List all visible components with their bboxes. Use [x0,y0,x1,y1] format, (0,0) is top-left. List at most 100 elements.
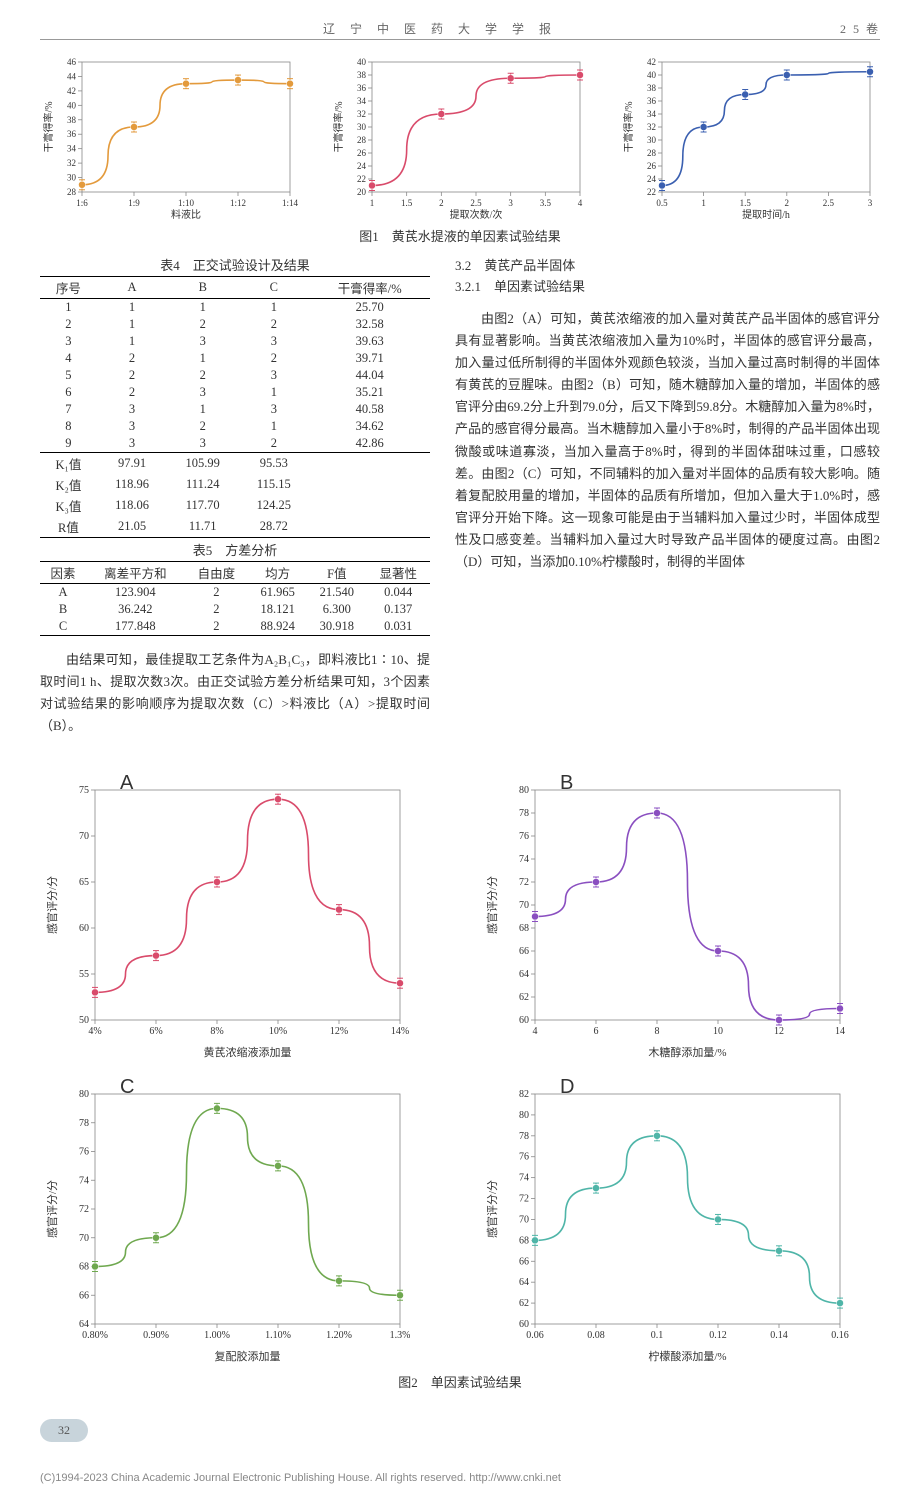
fig2-chart-b: 6062646668707274767880468101214木糖醇添加量/%感… [480,780,850,1060]
svg-text:28: 28 [647,148,657,158]
fig2c-label: C [120,1076,134,1099]
svg-text:65: 65 [79,877,89,888]
svg-text:复配胶添加量: 复配胶添加量 [215,1349,281,1363]
svg-text:70: 70 [79,1233,89,1244]
svg-text:20: 20 [357,187,367,197]
svg-text:感官评分/分: 感官评分/分 [485,876,499,934]
svg-text:1.3%: 1.3% [390,1330,410,1341]
svg-text:82: 82 [519,1089,529,1100]
fig2-caption: 图2 单因素试验结果 [40,1372,880,1391]
svg-text:80: 80 [519,785,529,796]
fig1-chart-a: 283032343638404244461:61:91:101:121:14料液… [40,52,300,222]
svg-text:70: 70 [79,831,89,842]
svg-text:木糖醇添加量/%: 木糖醇添加量/% [648,1045,726,1059]
svg-text:2.5: 2.5 [470,198,482,208]
svg-text:2: 2 [785,198,790,208]
right-paragraph: 由图2（A）可知，黄芪浓缩液的加入量对黄芪产品半固体的感官评分具有显著影响。当黄… [455,308,880,573]
svg-text:38: 38 [67,115,77,125]
svg-text:感官评分/分: 感官评分/分 [45,876,59,934]
fig2b-label: B [560,772,573,795]
fig2a-label: A [120,772,133,795]
svg-text:62: 62 [519,992,529,1003]
svg-text:66: 66 [79,1291,89,1302]
svg-text:78: 78 [519,808,529,819]
section-3-2-1: 3.2.1 单因素试验结果 [455,276,880,295]
svg-text:0.08: 0.08 [587,1330,605,1341]
svg-text:6: 6 [594,1026,599,1037]
svg-text:1.5: 1.5 [401,198,413,208]
svg-text:24: 24 [647,174,657,184]
svg-text:12%: 12% [330,1026,348,1037]
page-number: 32 [40,1419,88,1442]
svg-text:74: 74 [79,1176,89,1187]
svg-text:8%: 8% [210,1026,223,1037]
svg-text:40: 40 [67,100,77,110]
svg-text:40: 40 [357,57,367,67]
svg-text:感官评分/分: 感官评分/分 [45,1180,59,1238]
svg-text:10%: 10% [269,1026,287,1037]
svg-text:1: 1 [701,198,706,208]
svg-text:42: 42 [647,57,656,67]
svg-text:2: 2 [439,198,444,208]
svg-text:60: 60 [519,1319,529,1330]
svg-text:24: 24 [357,161,367,171]
svg-text:80: 80 [79,1089,89,1100]
fig1-caption: 图1 黄芪水提液的单因素试验结果 [40,226,880,245]
svg-text:60: 60 [79,923,89,934]
fig1-chart-b: 202224262830323436384011.522.533.54提取次数/… [330,52,590,222]
svg-text:黄芪浓缩液添加量: 黄芪浓缩液添加量 [204,1045,292,1059]
svg-text:3.5: 3.5 [540,198,552,208]
svg-text:74: 74 [519,1173,529,1184]
svg-text:32: 32 [647,122,656,132]
svg-text:柠檬酸添加量/%: 柠檬酸添加量/% [648,1349,726,1363]
table4-title: 表4 正交试验设计及结果 [40,255,430,274]
svg-text:料液比: 料液比 [171,208,201,221]
svg-text:55: 55 [79,969,89,980]
svg-text:66: 66 [519,1257,529,1268]
svg-text:干膏得率/%: 干膏得率/% [332,101,345,152]
svg-text:0.5: 0.5 [656,198,668,208]
svg-text:30: 30 [357,122,367,132]
svg-text:干膏得率/%: 干膏得率/% [622,101,635,152]
svg-text:1:14: 1:14 [282,198,299,208]
svg-text:1.5: 1.5 [740,198,752,208]
journal-title: 辽 宁 中 医 药 大 学 学 报 [323,20,557,37]
svg-text:76: 76 [79,1147,89,1158]
footer: (C)1994-2023 China Academic Journal Elec… [40,1472,880,1484]
svg-text:34: 34 [647,109,657,119]
svg-text:4%: 4% [88,1026,101,1037]
svg-text:32: 32 [67,158,76,168]
svg-text:0.16: 0.16 [831,1330,849,1341]
table4: 序号ABC干膏得率/% 111125.70212232.58313339.634… [40,276,430,538]
svg-text:72: 72 [519,1194,529,1205]
svg-text:22: 22 [647,187,656,197]
svg-text:42: 42 [67,86,76,96]
svg-text:62: 62 [519,1298,529,1309]
svg-text:0.14: 0.14 [770,1330,788,1341]
table5-title: 表5 方差分析 [40,540,430,559]
svg-text:36: 36 [647,96,657,106]
svg-text:2.5: 2.5 [823,198,835,208]
svg-text:64: 64 [79,1319,89,1330]
table5: 因素离差平方和自由度均方F值显著性 A123.904261.96521.5400… [40,561,430,636]
page-header: 辽 宁 中 医 药 大 学 学 报 2 5 卷 [40,20,880,40]
svg-text:72: 72 [79,1204,89,1215]
fig2-chart-a: 50 55 60 65 70 75 4% 6% 8% 10% 12% 14% 黄芪浓缩液添加量 感官评分/… [40,780,410,1060]
svg-text:26: 26 [357,148,367,158]
svg-text:75: 75 [79,785,89,796]
svg-text:6%: 6% [149,1026,162,1037]
svg-text:提取次数/次: 提取次数/次 [450,208,503,221]
svg-text:36: 36 [67,129,77,139]
svg-text:38: 38 [647,83,657,93]
fig2-chart-c: 6466687072747678800.80%0.90%1.00%1.10%1.… [40,1084,410,1364]
svg-text:76: 76 [519,831,529,842]
svg-text:78: 78 [519,1131,529,1142]
svg-text:68: 68 [519,1236,529,1247]
left-paragraph: 由结果可知，最佳提取工艺条件为A₂B₁C₃，即料液比1∶10、提取时间1 h、提… [40,649,430,737]
svg-text:64: 64 [519,969,529,980]
svg-text:12: 12 [774,1026,784,1037]
svg-text:14%: 14% [391,1026,409,1037]
svg-text:50: 50 [79,1015,89,1026]
fig2-chart-d: 6062646668707274767880820.060.080.10.120… [480,1084,850,1364]
svg-text:0.06: 0.06 [526,1330,544,1341]
